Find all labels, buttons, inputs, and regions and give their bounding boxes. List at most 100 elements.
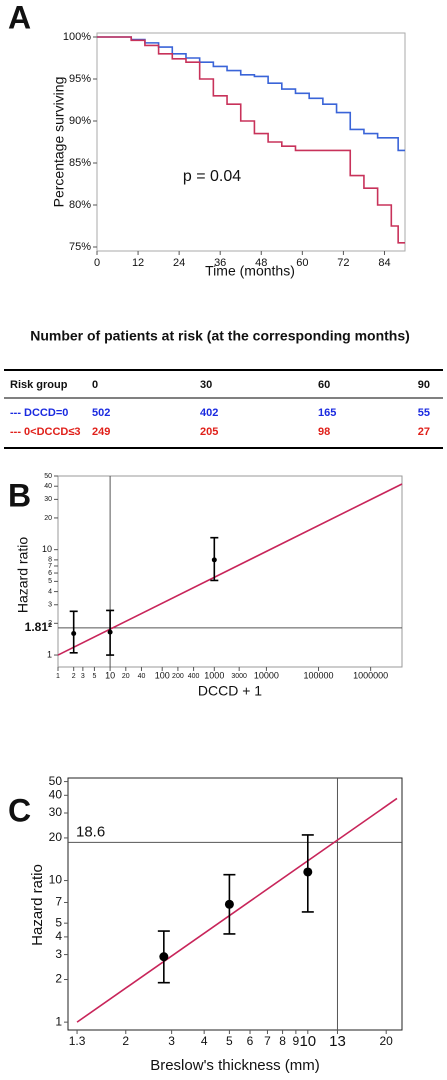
x-tick-label: 48 <box>255 257 267 269</box>
y-tick-label: 3 <box>48 602 52 609</box>
y-tick-label: 7 <box>55 895 62 909</box>
y-tick-label: 20 <box>44 515 52 522</box>
y-tick-label: 1 <box>55 1014 62 1028</box>
survival-curve <box>97 36 405 152</box>
x-tick-label: 5 <box>92 673 96 680</box>
table-header: 30 <box>200 379 212 391</box>
x-tick-label: 3 <box>168 1034 175 1048</box>
y-tick-label: 100% <box>63 31 91 43</box>
x-tick-label: 200 <box>172 673 184 680</box>
x-tick-label: 20 <box>122 673 130 680</box>
x-tick-label: 2 <box>72 673 76 680</box>
x-tick-label: 84 <box>378 257 390 269</box>
y-tick-label: 10 <box>42 544 52 554</box>
table-cell: 55 <box>418 407 430 419</box>
table-cell: 27 <box>418 426 430 438</box>
fit-line <box>57 483 403 656</box>
y-tick-label: 40 <box>49 787 63 801</box>
point <box>71 631 77 637</box>
x-tick-label: 1.3 <box>69 1034 86 1048</box>
y-tick-label: 3 <box>55 947 62 961</box>
x-tick-label: 400 <box>188 673 200 680</box>
survival-curve <box>97 36 405 244</box>
table-header: Risk group <box>10 379 68 391</box>
x-tick-label: 36 <box>214 257 226 269</box>
y-tick-label: 80% <box>69 199 91 211</box>
y-axis-label: Hazard ratio <box>29 864 46 946</box>
x-tick-label: 1 <box>56 673 60 680</box>
y-tick-label: 4 <box>55 929 62 943</box>
x-tick-label: 60 <box>296 257 308 269</box>
x-axis-label: DCCD + 1 <box>198 683 262 699</box>
panel-label: A <box>8 0 31 35</box>
x-tick-label: 3000 <box>231 673 247 680</box>
x-axis-label: Breslow's thickness (mm) <box>150 1057 320 1074</box>
x-tick-label: 4 <box>201 1034 208 1048</box>
table-cell: 98 <box>318 426 330 438</box>
y-tick-label: 90% <box>69 115 91 127</box>
x-tick-label: 9 <box>293 1034 300 1048</box>
y-tick-label: 30 <box>49 805 63 819</box>
table-cell: 502 <box>92 407 110 419</box>
y-tick-label: 7 <box>48 563 52 570</box>
x-tick-label: 72 <box>337 257 349 269</box>
point <box>107 629 113 635</box>
annotation: p = 0.04 <box>183 168 241 185</box>
table-header: 90 <box>418 379 430 391</box>
reference-label: 18.6 <box>76 823 105 840</box>
point <box>159 952 169 962</box>
x-tick-label: 5 <box>226 1034 233 1048</box>
table-title: Number of patients at risk (at the corre… <box>30 328 410 344</box>
y-tick-label: 50 <box>49 774 63 788</box>
table-cell: 249 <box>92 426 110 438</box>
x-tick-label: 1000000 <box>353 670 388 680</box>
y-tick-label: 6 <box>48 570 52 577</box>
fit-line <box>76 797 398 1023</box>
y-tick-label: 40 <box>44 483 52 490</box>
table-cell: 165 <box>318 407 336 419</box>
y-axis-label: Percentage surviving <box>51 77 67 208</box>
x-tick-label: 6 <box>247 1034 254 1048</box>
point <box>224 899 234 909</box>
x-tick-label: 10 <box>105 670 115 680</box>
x-tick-label: 24 <box>173 257 185 269</box>
x-tick-label: 20 <box>380 1034 394 1048</box>
reference-label: 1.81² <box>25 620 52 634</box>
plot-frame <box>96 32 406 252</box>
y-axis-label: Hazard ratio <box>15 537 31 613</box>
y-tick-label: 30 <box>44 496 52 503</box>
x-tick-label: 40 <box>138 673 146 680</box>
x-tick-label: 0 <box>94 257 100 269</box>
plot-frame <box>57 475 403 668</box>
y-tick-label: 8 <box>48 557 52 564</box>
table-cell: 402 <box>200 407 218 419</box>
row-label: --- DCCD=0 <box>10 407 68 419</box>
y-tick-label: 75% <box>69 241 91 253</box>
point <box>211 557 217 563</box>
row-label: --- 0<DCCD≤3 <box>10 426 81 438</box>
point <box>303 867 313 877</box>
y-tick-label: 2 <box>55 972 62 986</box>
x-tick-label: 100 <box>155 670 170 680</box>
x-tick-label: 3 <box>81 673 85 680</box>
x-tick-label: 13 <box>329 1033 346 1050</box>
panel-label: C <box>8 792 31 828</box>
y-tick-label: 5 <box>48 578 52 585</box>
x-tick-label: 8 <box>279 1034 286 1048</box>
panel-label: B <box>8 477 31 513</box>
plot-frame <box>67 777 403 1031</box>
table-cell: 205 <box>200 426 218 438</box>
y-tick-label: 95% <box>69 73 91 85</box>
y-tick-label: 5 <box>55 915 62 929</box>
x-tick-label: 1000 <box>204 670 224 680</box>
y-tick-label: 20 <box>49 830 63 844</box>
y-tick-label: 50 <box>44 473 52 480</box>
y-tick-label: 4 <box>48 588 52 595</box>
x-tick-label: 10 <box>299 1033 316 1050</box>
x-tick-label: 12 <box>132 257 144 269</box>
y-tick-label: 1 <box>47 649 52 659</box>
x-axis-label: Time (months) <box>205 263 295 279</box>
x-tick-label: 7 <box>264 1034 271 1048</box>
y-tick-label: 10 <box>49 873 63 887</box>
